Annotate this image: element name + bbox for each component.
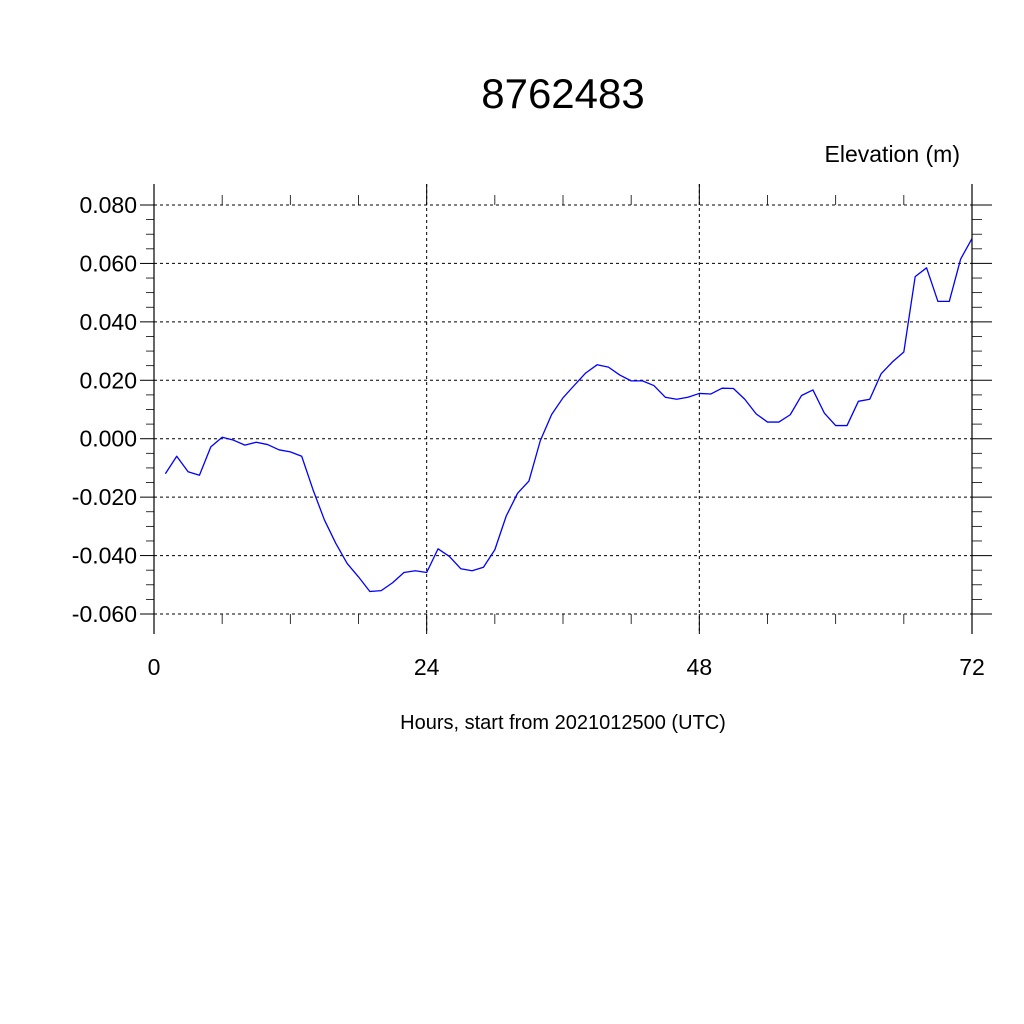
- x-tick-label-3: 72: [959, 654, 985, 680]
- y-tick-label-2: -0.020: [72, 484, 137, 510]
- y-tick-label-3: 0.000: [79, 426, 137, 452]
- series-line-0: [164, 238, 973, 593]
- x-axis-label: Hours, start from 2021012500 (UTC): [400, 712, 726, 734]
- y-tick-label-7: 0.080: [79, 192, 137, 218]
- grid-lines: [154, 184, 972, 634]
- x-tick-label-1: 24: [414, 654, 440, 680]
- y-tick-label-6: 0.060: [79, 250, 137, 276]
- axis-ticks: [140, 184, 992, 634]
- series-layer: [164, 238, 973, 593]
- tick-labels: -0.060 -0.040 -0.020 0.000 0.020 0.040 0.060 0.…: [72, 192, 985, 680]
- y-tick-label-0: -0.060: [72, 601, 137, 627]
- y-tick-label-4: 0.020: [79, 367, 137, 393]
- plot-frame: [153, 184, 973, 634]
- y-axis-unit-label: Elevation (m): [825, 141, 960, 167]
- chart-title: 8762483: [481, 70, 645, 117]
- y-tick-label-1: -0.040: [72, 543, 137, 569]
- y-tick-label-5: 0.040: [79, 309, 137, 335]
- x-tick-label-2: 48: [687, 654, 713, 680]
- x-tick-label-0: 0: [148, 654, 161, 680]
